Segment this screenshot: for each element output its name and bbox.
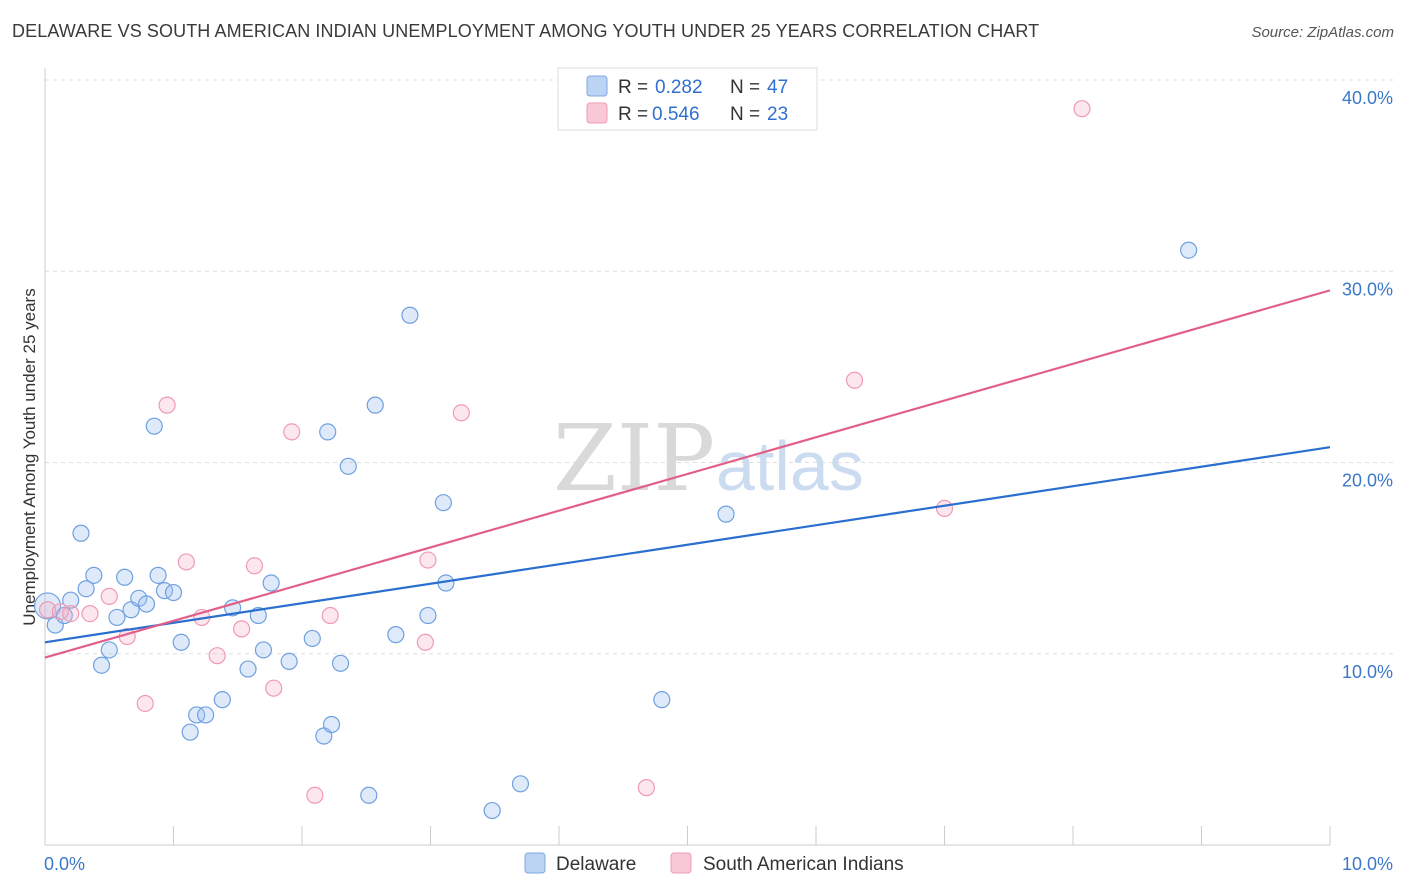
delaware-point-42 bbox=[483, 801, 501, 820]
y-tick-label-1: 20.0% bbox=[1342, 471, 1393, 491]
sai-point-6 bbox=[136, 694, 154, 713]
bottom-swatch-delaware bbox=[524, 852, 546, 874]
delaware-point-31 bbox=[319, 423, 337, 441]
delaware-point-9 bbox=[108, 608, 126, 627]
delaware-point-20 bbox=[188, 706, 206, 724]
delaware-point-45 bbox=[717, 505, 735, 523]
sai-point-16 bbox=[321, 606, 339, 625]
sai-point-2 bbox=[62, 604, 80, 623]
delaware-point-46 bbox=[1180, 241, 1198, 259]
x-tick-label-start: 0.0% bbox=[44, 854, 85, 874]
legend-n-label-2: N = bbox=[730, 104, 760, 125]
sai-point-22 bbox=[935, 499, 954, 517]
delaware-point-18 bbox=[172, 633, 190, 651]
delaware-point-24 bbox=[239, 660, 257, 678]
delaware-point-6 bbox=[85, 566, 103, 584]
legend-r-label-1: R = bbox=[618, 77, 648, 98]
delaware-point-19 bbox=[181, 723, 199, 741]
delaware-point-39 bbox=[419, 606, 437, 625]
delaware-point-33 bbox=[331, 654, 350, 672]
sai-point-13 bbox=[265, 679, 283, 697]
y-tick-label-0: 10.0% bbox=[1342, 662, 1393, 682]
delaware-point-5 bbox=[77, 580, 95, 598]
delaware-point-8 bbox=[100, 641, 118, 659]
legend-n-value-1: 47 bbox=[767, 77, 788, 98]
sai-point-19 bbox=[452, 404, 470, 422]
watermark-atlas: atlas bbox=[716, 427, 864, 505]
delaware-point-21 bbox=[197, 706, 215, 724]
delaware-point-35 bbox=[360, 786, 378, 804]
delaware-point-43 bbox=[511, 775, 530, 793]
legend-r-value-1: 0.282 bbox=[655, 77, 703, 98]
trend-line-delaware bbox=[44, 446, 1331, 644]
delaware-point-40 bbox=[434, 494, 452, 512]
x-tick-labels: 0.0% 10.0% bbox=[44, 854, 1393, 874]
axes bbox=[44, 68, 1331, 846]
legend-swatch-sai bbox=[586, 102, 608, 124]
sai-point-17 bbox=[416, 633, 434, 651]
delaware-point-4 bbox=[72, 524, 90, 542]
delaware-point-34 bbox=[339, 457, 357, 475]
sai-point-15 bbox=[306, 786, 324, 804]
delaware-point-13 bbox=[137, 595, 156, 613]
delaware-point-37 bbox=[387, 626, 405, 644]
x-tick-label-end: 10.0% bbox=[1342, 854, 1393, 874]
sai-point-10 bbox=[208, 647, 226, 665]
sai-point-20 bbox=[637, 779, 655, 797]
sai-point-11 bbox=[233, 620, 251, 638]
y-axis-title: Unemployment Among Youth under 25 years bbox=[20, 288, 39, 625]
delaware-point-14 bbox=[145, 417, 163, 435]
legend-r-value-2: 0.546 bbox=[652, 104, 700, 125]
delaware-point-29 bbox=[303, 629, 321, 648]
delaware-point-10 bbox=[116, 568, 134, 586]
delaware-point-22 bbox=[213, 691, 231, 709]
sai-point-1 bbox=[51, 603, 70, 621]
delaware-point-26 bbox=[254, 641, 273, 659]
sai-point-14 bbox=[283, 423, 301, 441]
bottom-legend-delaware: Delaware bbox=[556, 854, 636, 875]
delaware-point-28 bbox=[280, 652, 298, 671]
trend-line-sai bbox=[44, 289, 1331, 659]
series-delaware-points bbox=[33, 241, 1198, 820]
watermark: ZIP atlas bbox=[553, 405, 864, 512]
delaware-point-0 bbox=[33, 592, 62, 620]
legend-n-value-2: 23 bbox=[767, 104, 788, 125]
bottom-swatch-sai bbox=[670, 852, 692, 874]
delaware-point-17 bbox=[164, 583, 183, 602]
sai-point-23 bbox=[1073, 100, 1091, 118]
sai-point-0 bbox=[38, 601, 57, 619]
sai-point-8 bbox=[177, 553, 195, 571]
legend-n-label-1: N = bbox=[730, 77, 760, 98]
sai-point-18 bbox=[419, 551, 437, 569]
series-legend: Delaware South American Indians bbox=[524, 852, 904, 875]
y-tick-label-3: 40.0% bbox=[1342, 88, 1393, 108]
delaware-point-32 bbox=[322, 715, 341, 734]
delaware-point-7 bbox=[92, 656, 111, 674]
sai-point-4 bbox=[100, 587, 118, 605]
stats-legend: R = 0.282 N = 47 R = 0.546 N = 23 bbox=[557, 67, 818, 131]
delaware-point-15 bbox=[149, 566, 167, 584]
bottom-legend-sai: South American Indians bbox=[703, 854, 904, 875]
y-tick-labels: 10.0% 20.0% 30.0% 40.0% bbox=[1342, 88, 1393, 682]
trend-lines bbox=[44, 289, 1331, 659]
sai-point-12 bbox=[245, 557, 264, 575]
source-label: Source: ZipAtlas.com bbox=[1251, 24, 1394, 41]
chart-title: DELAWARE VS SOUTH AMERICAN INDIAN UNEMPL… bbox=[12, 21, 1040, 41]
watermark-zip: ZIP bbox=[553, 405, 715, 512]
legend-r-label-2: R = bbox=[618, 104, 648, 125]
delaware-point-36 bbox=[366, 396, 384, 414]
delaware-point-38 bbox=[401, 306, 419, 324]
sai-point-3 bbox=[81, 604, 99, 623]
y-tick-label-2: 30.0% bbox=[1342, 279, 1393, 299]
delaware-point-27 bbox=[262, 574, 280, 592]
delaware-point-44 bbox=[653, 691, 671, 709]
legend-swatch-delaware bbox=[586, 75, 608, 97]
sai-point-7 bbox=[158, 396, 176, 414]
delaware-point-3 bbox=[62, 591, 80, 609]
series-sai-points bbox=[38, 100, 1091, 804]
sai-point-21 bbox=[845, 371, 864, 389]
